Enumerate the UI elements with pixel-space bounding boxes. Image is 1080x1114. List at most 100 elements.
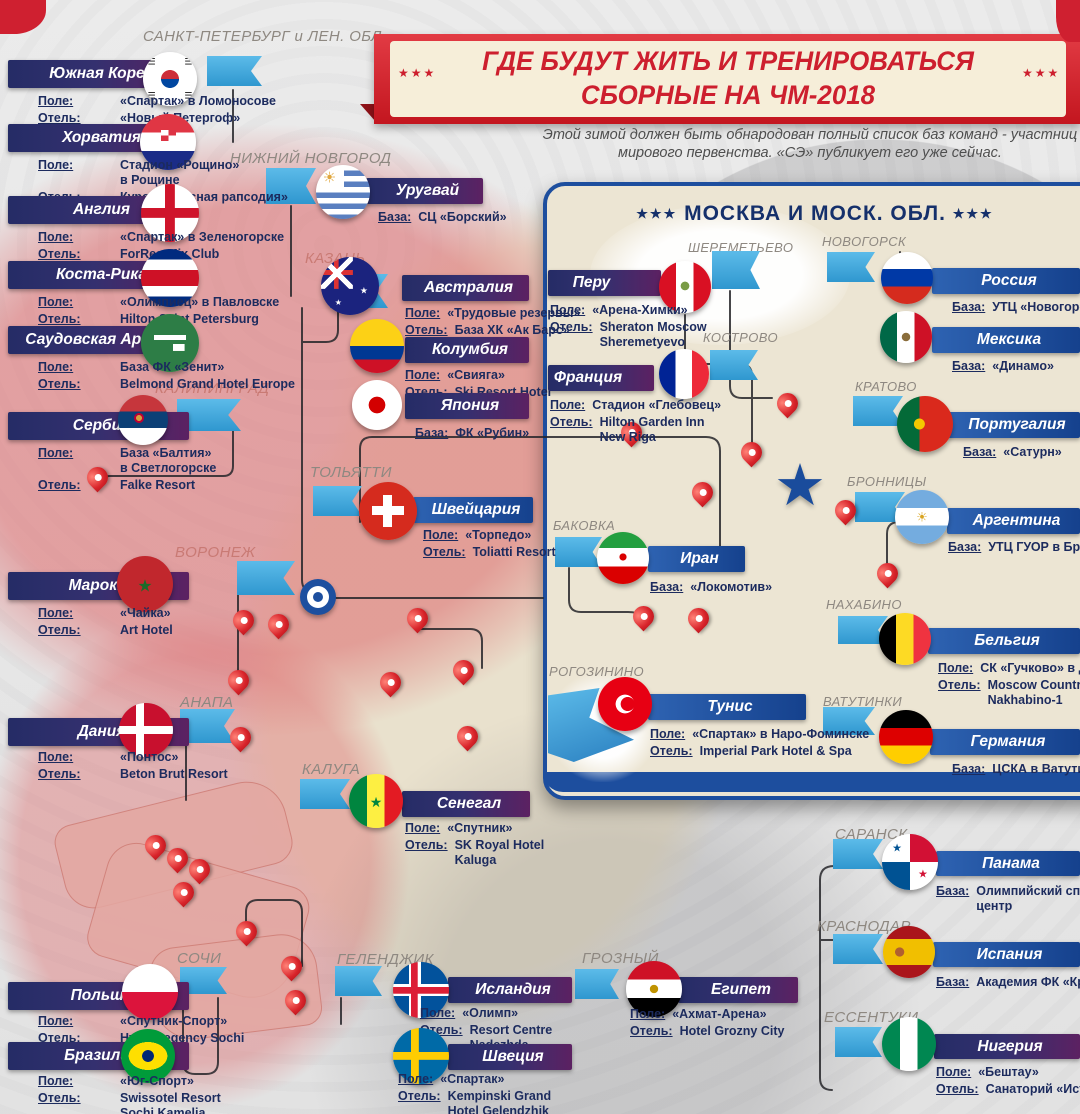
- detail-row: Отель: Moscow Country Club Nakhabino-1: [938, 678, 1080, 708]
- detail-value: «Спартак» в Ломоносове: [120, 94, 276, 108]
- detail-value: База ФК «Зенит»: [120, 360, 225, 374]
- detail-label: Поле:: [38, 750, 74, 764]
- flag-mar-icon: ★: [117, 556, 173, 612]
- detail-value: «Трудовые резервы»: [447, 306, 581, 320]
- flag-rus-icon: [881, 252, 933, 304]
- team-name: Польша: [70, 987, 133, 1004]
- detail-value: Олимпийский спортивный центр: [976, 884, 1080, 913]
- detail-value: Стадион «Глебовец»: [592, 398, 722, 412]
- detail-row: Поле: СК «Гучково» в Дедовске: [938, 661, 1080, 676]
- team-name: Сенегал: [436, 795, 502, 812]
- team-name-bar: Колумбия: [405, 337, 529, 363]
- city-label: САРАНСК: [835, 826, 908, 843]
- stars-icon: ★★★: [398, 66, 437, 80]
- detail-row: Отель: Beton Brut Resort: [38, 767, 298, 782]
- detail-label: Поле:: [38, 295, 74, 309]
- team-name: Аргентина: [972, 512, 1061, 529]
- detail-row: Поле: «Юг-Спорт»: [38, 1074, 298, 1089]
- detail-value: «Динамо»: [992, 359, 1054, 373]
- detail-label: База:: [378, 210, 412, 224]
- detail-label: Отель:: [398, 1089, 441, 1103]
- detail-row: Поле: «Спутник»: [405, 821, 665, 836]
- detail-row: Поле: Стадион «Рощино» в Рощине: [38, 158, 298, 188]
- team-name: Иран: [680, 550, 719, 567]
- team-name: Египет: [711, 981, 771, 998]
- team-details: Поле: «Бештау» Отель: Санаторий «Источник»: [936, 1065, 1080, 1099]
- team-details: База: ФК «Рубин»: [415, 426, 675, 443]
- detail-label: Отель:: [405, 838, 448, 852]
- team-details: База: УТЦ ГУОР в Бронницах: [948, 540, 1080, 557]
- detail-label: База:: [650, 580, 684, 594]
- detail-value: «Спартак» в Наро-Фоминске: [692, 727, 870, 741]
- team-name: Хорватия: [62, 129, 141, 146]
- flag-den-icon: [119, 703, 173, 757]
- detail-value: «Спартак» в Зеленогорске: [120, 230, 285, 244]
- team-name: Португалия: [968, 416, 1066, 433]
- detail-value: «Олимп»: [462, 1006, 519, 1020]
- team-details: Поле: СК «Гучково» в Дедовске Отель: Moscow…: [938, 661, 1080, 710]
- city-label: САНКТ-ПЕТЕРБУРГ и ЛЕН. ОБЛ.: [143, 28, 387, 45]
- team-name-bar: Франция: [548, 365, 654, 391]
- team-details: База: Академия ФК «Краснодар»: [936, 975, 1080, 992]
- flag-srb-icon: [118, 395, 168, 445]
- detail-value: «Понтос»: [120, 750, 179, 764]
- detail-row: Поле: «Бештау»: [936, 1065, 1080, 1080]
- team-details: Поле: База «Балтия» в Светлогорске Отель: F…: [38, 446, 298, 495]
- detail-row: База: УТЦ «Новогорск»: [952, 300, 1080, 315]
- detail-label: Отель:: [650, 744, 693, 758]
- detail-label: Поле:: [38, 94, 74, 108]
- team-name: Германия: [970, 733, 1046, 750]
- detail-value: ЦСКА в Ватутинках: [992, 762, 1080, 776]
- team-details: База: «Сатурн»: [963, 445, 1080, 462]
- detail-value: Toliatti Resort: [472, 545, 556, 559]
- flag-por-icon: [897, 396, 953, 452]
- detail-row: База: Академия ФК «Краснодар»: [936, 975, 1080, 990]
- detail-row: База: ЦСКА в Ватутинках: [952, 762, 1080, 777]
- stars-icon: ★★★: [1022, 66, 1061, 80]
- detail-label: Поле:: [405, 821, 441, 835]
- detail-row: Отель: Falke Resort: [38, 478, 298, 493]
- flag-ngr-icon: [882, 1017, 936, 1071]
- detail-value: «Спутник-Спорт»: [120, 1014, 228, 1028]
- detail-label: Поле:: [938, 661, 974, 675]
- detail-value: База ХК «Ак Барс»: [454, 323, 570, 337]
- moscow-dot-icon: [300, 579, 336, 615]
- team-name: Южная Корея: [49, 65, 154, 82]
- team-name: Тунис: [707, 698, 753, 715]
- team-details: Поле: «Спартак» в Наро-Фоминске Отель: Impe…: [650, 727, 910, 761]
- detail-label: Поле:: [405, 368, 441, 382]
- detail-row: База: «Динамо»: [952, 359, 1080, 374]
- detail-value: СК «Гучково» в Дедовске: [980, 661, 1080, 675]
- detail-row: Поле: «Арена-Химки»: [550, 303, 810, 318]
- flag-marker-icon: [207, 56, 262, 86]
- detail-row: База: СЦ «Борский»: [378, 210, 638, 225]
- detail-label: Отель:: [936, 1082, 979, 1096]
- detail-value: SK Royal Hotel Kaluga: [454, 838, 545, 867]
- detail-value: Beton Brut Resort: [120, 767, 228, 781]
- detail-row: Отель: База ХК «Ак Барс»: [405, 323, 665, 338]
- flag-marker-icon: [237, 561, 295, 595]
- detail-row: Поле: «Спутник-Спорт»: [38, 1014, 298, 1029]
- team-details: Поле: «Понтос» Отель: Beton Brut Resort: [38, 750, 298, 784]
- detail-row: Отель: Toliatti Resort: [423, 545, 683, 560]
- detail-label: Поле:: [630, 1007, 666, 1021]
- team-name: Швеция: [482, 1048, 544, 1065]
- flag-egy-icon: [626, 961, 682, 1017]
- detail-label: Поле:: [423, 528, 459, 542]
- team-name: Испания: [976, 945, 1043, 963]
- detail-label: База:: [952, 762, 986, 776]
- team-details: База: Олимпийский спортивный центр: [936, 884, 1080, 916]
- flag-arg-icon: ☀: [895, 490, 949, 544]
- banner-panel: [390, 41, 1066, 117]
- flag-jpn-icon: [352, 380, 402, 430]
- team-name-bar: Австралия: [402, 275, 529, 301]
- detail-value: «Локомотив»: [690, 580, 773, 594]
- detail-label: Отель:: [38, 111, 81, 125]
- city-label: ВАТУТИНКИ: [823, 694, 903, 709]
- map-pin-icon: [452, 721, 483, 752]
- team-name: Дания: [77, 723, 126, 740]
- detail-value: Art Hotel: [120, 623, 173, 637]
- detail-row: База: Олимпийский спортивный центр: [936, 884, 1080, 914]
- team-name: Коста-Рика: [55, 266, 148, 283]
- detail-value: «Арена-Химки»: [592, 303, 688, 317]
